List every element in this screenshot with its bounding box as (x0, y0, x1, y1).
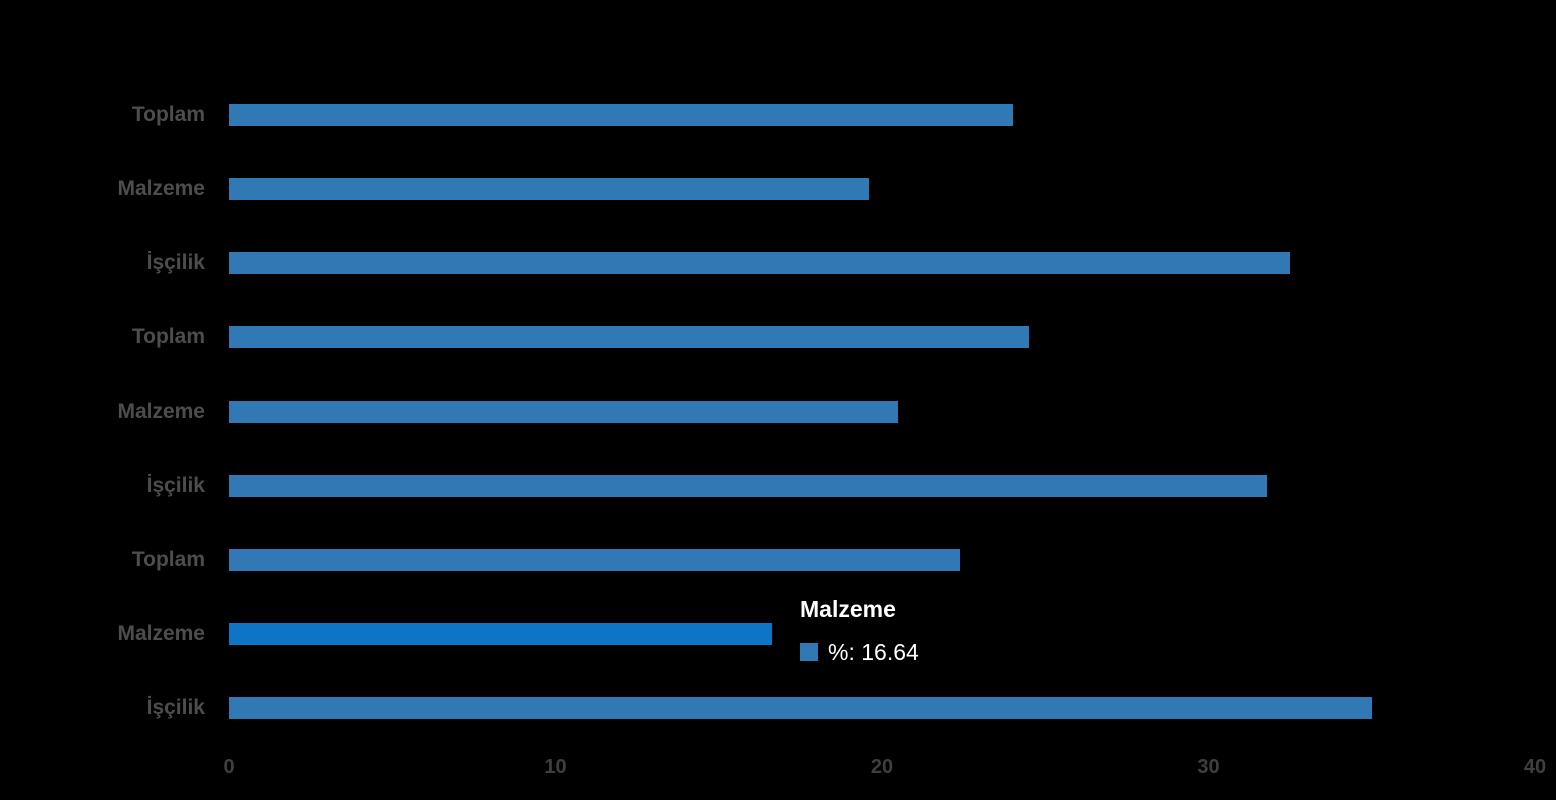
bar[interactable] (229, 474, 1268, 497)
bar[interactable] (229, 400, 899, 423)
x-tick-label: 30 (1197, 756, 1220, 778)
bar-highlighted[interactable] (229, 622, 773, 645)
bar[interactable] (229, 697, 1372, 719)
category-label: Malzeme (117, 177, 205, 201)
category-label: Toplam (131, 103, 205, 126)
bar[interactable] (229, 548, 961, 571)
category-label: Malzeme (117, 399, 205, 423)
tooltip-series-swatch-icon (800, 643, 818, 661)
tooltip-title: Malzeme (800, 596, 896, 622)
bar[interactable] (229, 178, 869, 201)
category-label: Toplam (131, 547, 205, 571)
category-label: Toplam (131, 325, 205, 349)
tooltip-row: %: 16.64 (800, 640, 919, 664)
x-tick-label: 20 (870, 756, 894, 778)
tooltip: Malzeme %: 16.64 (800, 594, 919, 664)
x-tick-label: 10 (544, 756, 567, 778)
x-tick-label: 40 (1523, 756, 1547, 778)
bar[interactable] (229, 326, 1029, 349)
bar[interactable] (229, 252, 1291, 275)
category-label: İşçilik (146, 251, 205, 275)
category-label: Malzeme (117, 621, 205, 645)
category-label: İşçilik (146, 696, 205, 719)
x-tick-label: 0 (223, 756, 235, 778)
category-label: İşçilik (146, 473, 205, 497)
tooltip-value: %: 16.64 (828, 639, 919, 665)
bar[interactable] (229, 104, 1013, 126)
